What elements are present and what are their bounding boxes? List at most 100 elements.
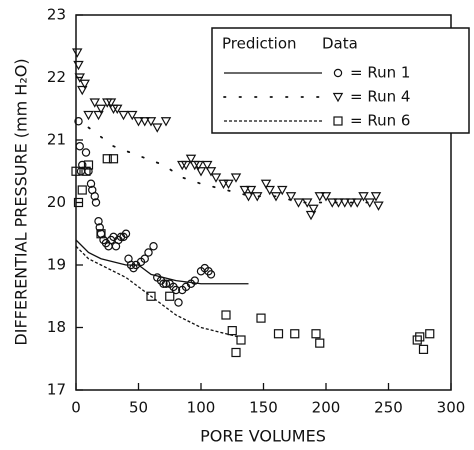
data-point (202, 160, 213, 171)
x-axis-title: PORE VOLUMES (200, 427, 326, 446)
data-point (315, 338, 325, 348)
data-point (83, 110, 94, 121)
data-point (308, 204, 319, 214)
data-point (285, 192, 297, 202)
data-point (425, 329, 435, 339)
data-point (218, 179, 229, 189)
data-point (210, 173, 222, 183)
data-point (140, 254, 149, 263)
data-point (133, 117, 144, 127)
data-point (79, 79, 90, 89)
data-point (95, 223, 104, 232)
prediction-line (75, 239, 249, 285)
y-tick-label: 19 (47, 256, 66, 274)
data-point (127, 110, 138, 121)
legend-header: Data (322, 35, 358, 53)
data-point (165, 291, 175, 301)
data-point (146, 291, 156, 301)
data-point (333, 198, 344, 208)
data-point (149, 242, 158, 251)
prediction-line (75, 245, 239, 338)
data-point (352, 198, 363, 208)
y-tick-label: 23 (47, 6, 66, 24)
y-axis-title: DIFFERENTIAL PRESSURE (mm H₂O) (12, 58, 31, 345)
data-point (418, 344, 429, 354)
data-point (105, 98, 117, 108)
data-point (90, 192, 99, 201)
data-point (96, 229, 106, 239)
data-point (77, 85, 88, 96)
data-point (152, 123, 163, 133)
data-point (311, 329, 321, 339)
data-point (102, 154, 112, 164)
data-point (71, 166, 81, 176)
data-point (193, 160, 204, 171)
data-point (160, 117, 172, 127)
data-point (270, 192, 282, 202)
data-point (243, 192, 254, 202)
data-point (231, 347, 241, 358)
data-point (81, 166, 91, 176)
data-point (77, 185, 87, 195)
x-tick-label: 50 (129, 399, 148, 417)
data-point (302, 198, 313, 208)
data-point (86, 179, 96, 188)
data-point (339, 198, 350, 208)
data-point (314, 192, 325, 202)
data-point (195, 167, 207, 177)
data-point (320, 192, 332, 202)
data-point (121, 229, 131, 238)
data-point (370, 192, 382, 202)
data-point (227, 326, 237, 336)
data-point (221, 310, 231, 320)
y-tick-label: 17 (47, 381, 66, 399)
data-point (75, 142, 84, 151)
y-tick-label: 20 (47, 193, 66, 211)
legend-marker (332, 92, 344, 103)
data-point (144, 248, 153, 257)
data-point (290, 329, 300, 339)
data-point (180, 160, 192, 171)
data-point (206, 270, 216, 279)
data-point (161, 279, 171, 288)
data-point (185, 154, 197, 164)
legend-header: Prediction (222, 35, 297, 53)
data-point (345, 198, 357, 208)
data-point (230, 173, 242, 183)
data-point (252, 192, 263, 202)
legend-label: = Run 6 (350, 112, 410, 130)
data-point (373, 201, 384, 211)
data-point (239, 185, 250, 196)
data-point (91, 198, 101, 207)
data-point (139, 117, 150, 127)
data-point (95, 104, 107, 114)
data-point (327, 198, 338, 208)
x-tick-label: 200 (312, 399, 341, 417)
y-tick-label: 22 (47, 68, 66, 86)
x-tick-label: 150 (249, 399, 278, 417)
legend-marker (333, 68, 343, 78)
x-tick-label: 250 (374, 399, 403, 417)
data-point (171, 285, 181, 295)
data-point (236, 335, 246, 345)
prediction-line (87, 126, 377, 204)
y-tick-label: 18 (47, 318, 66, 336)
data-point (260, 179, 272, 189)
data-point (264, 185, 275, 196)
legend-marker (333, 116, 343, 126)
data-point (293, 198, 304, 208)
data-point (83, 160, 94, 170)
data-point (256, 313, 266, 323)
data-point (93, 110, 104, 121)
data-point (205, 167, 217, 177)
data-point (277, 185, 288, 196)
data-point (81, 148, 91, 157)
data-point (159, 279, 168, 288)
data-point (245, 185, 257, 196)
data-point (415, 332, 425, 342)
data-point (108, 154, 119, 164)
data-point (72, 48, 83, 58)
data-point (89, 98, 100, 108)
data-point (74, 73, 85, 83)
